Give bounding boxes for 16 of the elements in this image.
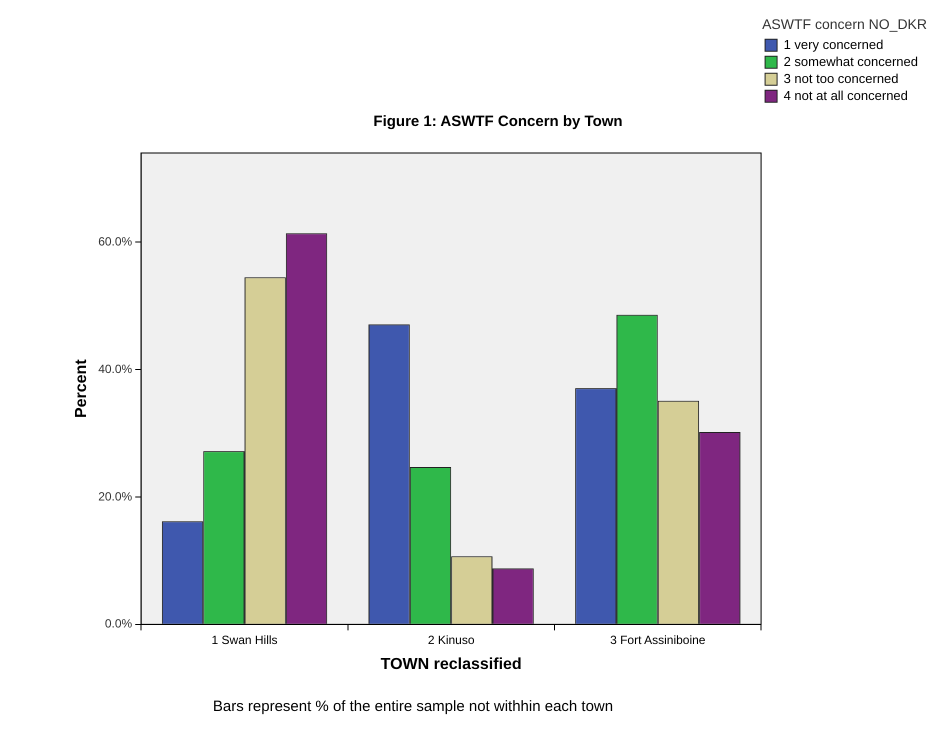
x-axis-title: TOWN reclassified	[380, 656, 522, 673]
legend-label: 3 not too concerned	[784, 70, 899, 86]
y-tick-label: 20.0%	[98, 489, 133, 504]
y-tick-label: 60.0%	[98, 234, 133, 248]
text: Bars represent % of the entire sample not withhin each town	[212, 698, 614, 715]
y-axis-title: Percent	[73, 358, 90, 418]
y-tick-label: 0.0%	[104, 616, 133, 631]
x-tick-label: 1 Swan Hills	[212, 632, 278, 647]
legend-title: ASWTF concern NO_DKR	[762, 16, 928, 32]
legend-label: 4 not at all concerned	[784, 88, 908, 103]
legend-label: 2 somewhat concerned	[784, 54, 918, 69]
x-tick-label: 3 Fort Assiniboine	[610, 632, 706, 647]
x-tick-label: 2 Kinuso	[428, 632, 475, 647]
legend-label: 1 very concerned	[784, 36, 884, 52]
chart-title: Figure 1: ASWTF Concern by Town	[373, 113, 623, 130]
y-tick-label: 40.0%	[98, 362, 133, 376]
